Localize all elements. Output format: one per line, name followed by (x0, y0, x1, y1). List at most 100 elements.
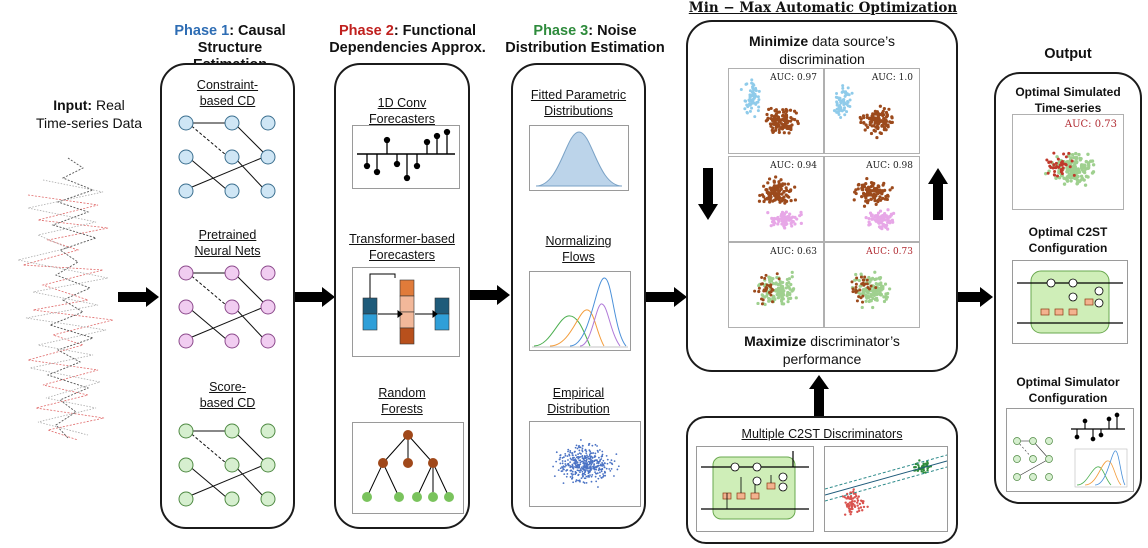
scatter-point (878, 195, 882, 199)
scatter-point (852, 488, 855, 491)
scatter-point (845, 92, 849, 96)
scatter-point (572, 481, 575, 484)
discriminators-panel: Multiple C2ST Discriminators (686, 416, 958, 544)
scatter-point (1069, 170, 1073, 174)
scatter-point (849, 513, 852, 516)
normalizing-flows-image (529, 271, 631, 351)
scatter-point (581, 470, 584, 473)
scatter-point (887, 107, 891, 111)
scatter-point (597, 469, 600, 472)
scatter-point (565, 475, 568, 478)
scatter-point (588, 458, 591, 460)
scatter-point (788, 292, 792, 297)
scatter-point (845, 497, 848, 500)
scatter-point (871, 296, 875, 301)
scatter-point (878, 198, 882, 202)
scatter-point (582, 457, 585, 460)
scatter-point (570, 469, 573, 472)
scatter-point (1059, 170, 1063, 174)
scatter-point (777, 219, 781, 223)
scatter-point (595, 468, 598, 471)
scatter-point (891, 220, 895, 224)
scatter-point (888, 287, 892, 291)
scatter-point (595, 459, 597, 462)
scatter-point (585, 450, 588, 453)
scatter-point (787, 195, 791, 199)
scatter-point (856, 497, 859, 500)
scatter-point (617, 465, 620, 468)
scatter-point (784, 210, 788, 214)
scatter-point (882, 106, 886, 111)
scatter-point (790, 220, 794, 224)
scatter-point (795, 217, 799, 221)
scatter-point (857, 507, 860, 510)
scatter-point (862, 505, 866, 509)
scatter-point (571, 470, 574, 473)
scatter-point (585, 462, 588, 465)
scatter-point (917, 464, 920, 467)
scatter-point (764, 273, 768, 277)
scatter-point (782, 222, 786, 227)
scatter-point (848, 497, 852, 501)
decision-boundary-line (824, 466, 948, 502)
scatter-point (794, 296, 798, 300)
scatter-point (589, 456, 592, 459)
scatter-point (777, 198, 781, 202)
scatter-point (597, 477, 600, 480)
scatter-point (790, 117, 795, 121)
scatter-point (574, 464, 577, 466)
scatter-point (843, 513, 847, 516)
scatter-point (862, 185, 867, 189)
scatter-point (793, 185, 797, 189)
scatter-point (782, 212, 786, 216)
scatter-point (785, 222, 789, 226)
scatter-point (581, 447, 584, 450)
scatter-point (584, 477, 587, 480)
optimal-simulator-image (1006, 408, 1134, 492)
scatter-point (835, 91, 839, 95)
scatter-point (558, 458, 561, 461)
scatter-point (862, 204, 867, 208)
scatter-point (859, 506, 863, 509)
scatter-point (777, 182, 781, 186)
scatter-point (589, 461, 591, 463)
scatter-point (1071, 152, 1075, 157)
scatter-point (879, 221, 884, 225)
scatter-point (867, 117, 872, 121)
scatter-point (756, 95, 760, 99)
scatter-point (1057, 176, 1062, 180)
scatter-point (878, 282, 882, 287)
scatter-point (775, 275, 779, 280)
scatter-point (562, 456, 565, 459)
scatter-point (779, 118, 783, 122)
scatter-point (1090, 171, 1095, 175)
scatter-point (769, 224, 773, 228)
scatter-point (1062, 176, 1066, 180)
scatter-point (579, 471, 581, 474)
scatter-point (753, 289, 757, 293)
scatter-point (774, 123, 779, 128)
scatter-point (613, 460, 616, 463)
scatter-point (849, 501, 853, 504)
scatter-point (760, 282, 764, 286)
scatter-point (776, 195, 780, 199)
scatter-point (839, 115, 843, 119)
scatter-point (590, 475, 593, 478)
scatter-point (851, 290, 855, 294)
scatter-point (763, 197, 767, 201)
scatter-point (766, 181, 770, 185)
phase1-panel: Constraint-based CD Pretrained Neural Net… (160, 63, 295, 529)
scatter-point (1083, 183, 1088, 187)
pretrained-nets-graph-icon (178, 265, 276, 349)
scatter-point (861, 509, 864, 512)
scatter-point (872, 192, 876, 196)
scatter-point (574, 450, 576, 453)
scatter-point (847, 507, 851, 510)
scatter-point (788, 108, 793, 112)
scatter-point (596, 445, 598, 447)
scatter-point (600, 468, 603, 471)
scatter-point (846, 86, 850, 90)
random-forests-image (352, 422, 464, 514)
scatter-point (862, 121, 866, 125)
scatter-point (764, 119, 768, 123)
